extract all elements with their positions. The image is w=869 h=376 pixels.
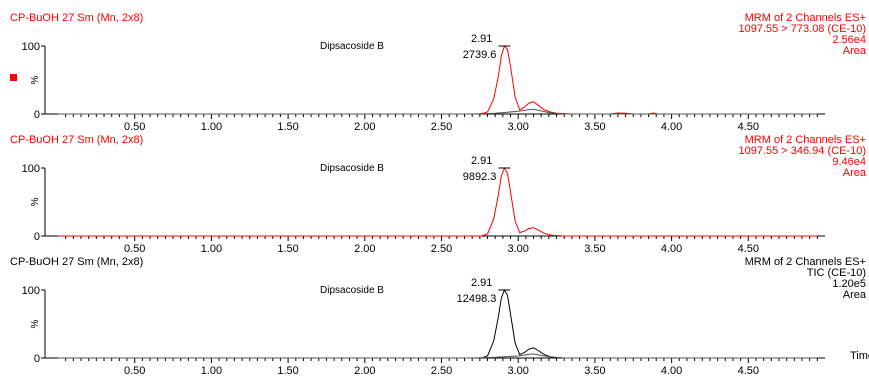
panel-header-left: CP-BuOH 27 Sm (Mn, 2x8) [10, 12, 143, 24]
x-tick-label: 0.50 [124, 243, 145, 255]
chromatogram-trace-1 [58, 45, 818, 115]
y-tick-label: 100 [22, 285, 40, 297]
x-axis-title: Time [850, 350, 869, 362]
panel-header-right-line: MRM of 2 Channels ES+ [745, 12, 866, 24]
peak-area-value: 12498.3 [457, 293, 497, 305]
panel-header-right-line: Area [843, 167, 867, 179]
x-tick-label: 1.00 [201, 243, 222, 255]
y-percent-label: % [30, 319, 41, 328]
x-tick-label: 2.50 [431, 243, 452, 255]
y-tick-label: 100 [22, 163, 40, 175]
chromatogram-panel-1: CP-BuOH 27 Sm (Mn, 2x8) MRM of 2 Channels… [10, 12, 867, 133]
x-tick-label: 4.50 [738, 365, 759, 376]
x-tick-label: 4.00 [661, 121, 682, 133]
x-tick-label: 1.00 [201, 365, 222, 376]
peak-retention-time: 2.91 [471, 155, 492, 167]
panel-header-right-line: MRM of 2 Channels ES+ [745, 134, 866, 146]
peak-area-value: 9892.3 [463, 171, 497, 183]
peak-retention-time: 2.91 [471, 277, 492, 289]
x-tick-label: 3.00 [507, 365, 528, 376]
y-tick-label: 0 [34, 109, 40, 121]
x-tick-label: 4.50 [738, 121, 759, 133]
peak-retention-time: 2.91 [471, 33, 492, 45]
panel-header-right-line: 1.20e5 [832, 278, 866, 290]
chromatogram-trace-2 [58, 353, 818, 359]
chromatogram-panel-3: CP-BuOH 27 Sm (Mn, 2x8) MRM of 2 Channels… [10, 256, 867, 376]
x-tick-label: 1.50 [277, 243, 298, 255]
x-tick-label: 2.50 [431, 365, 452, 376]
x-tick-label: 4.00 [661, 365, 682, 376]
chromatogram-trace-1 [58, 288, 818, 359]
panel-header-left: CP-BuOH 27 Sm (Mn, 2x8) [10, 256, 143, 268]
x-tick-label: 2.50 [431, 121, 452, 133]
compound-label: Dipsacoside B [320, 41, 384, 52]
panel-header-right-line: Area [843, 45, 867, 57]
x-tick-label: 0.50 [124, 365, 145, 376]
panel-header-right-line: TIC (CE-10) [807, 267, 866, 279]
x-tick-label: 1.50 [277, 121, 298, 133]
compound-label: Dipsacoside B [320, 163, 384, 174]
panel-header-right-line: 2.56e4 [832, 34, 866, 46]
y-tick-label: 100 [22, 41, 40, 53]
chromatogram-panel-2: CP-BuOH 27 Sm (Mn, 2x8) MRM of 2 Channels… [10, 134, 867, 255]
x-tick-label: 3.50 [584, 243, 605, 255]
x-tick-label: 4.00 [661, 243, 682, 255]
y-tick-label: 0 [34, 353, 40, 365]
compound-label: Dipsacoside B [320, 285, 384, 296]
panel-header-right-line: MRM of 2 Channels ES+ [745, 256, 866, 268]
x-tick-label: 3.50 [584, 365, 605, 376]
panel-header-right-line: 9.46e4 [832, 156, 866, 168]
x-tick-label: 3.50 [584, 121, 605, 133]
x-tick-label: 2.00 [354, 121, 375, 133]
x-tick-label: 0.50 [124, 121, 145, 133]
panel-header-right-line: 1097.55 > 346.94 (CE-10) [738, 145, 866, 157]
x-tick-label: 1.00 [201, 121, 222, 133]
x-tick-label: 1.50 [277, 365, 298, 376]
y-percent-label: % [30, 75, 41, 84]
chromatogram-trace-2 [58, 108, 818, 115]
panel-header-left: CP-BuOH 27 Sm (Mn, 2x8) [10, 134, 143, 146]
chromatogram-trace-1 [58, 166, 818, 237]
peak-area-value: 2739.6 [463, 49, 497, 61]
x-tick-label: 3.00 [507, 243, 528, 255]
x-tick-label: 3.00 [507, 121, 528, 133]
x-tick-label: 4.50 [738, 243, 759, 255]
x-tick-label: 2.00 [354, 365, 375, 376]
y-tick-label: 0 [34, 231, 40, 243]
y-percent-label: % [30, 197, 41, 206]
x-tick-label: 2.00 [354, 243, 375, 255]
panel-header-right-line: Area [843, 289, 867, 301]
panel-header-right-line: 1097.55 > 773.08 (CE-10) [738, 23, 866, 35]
channel-marker-square [10, 74, 17, 81]
